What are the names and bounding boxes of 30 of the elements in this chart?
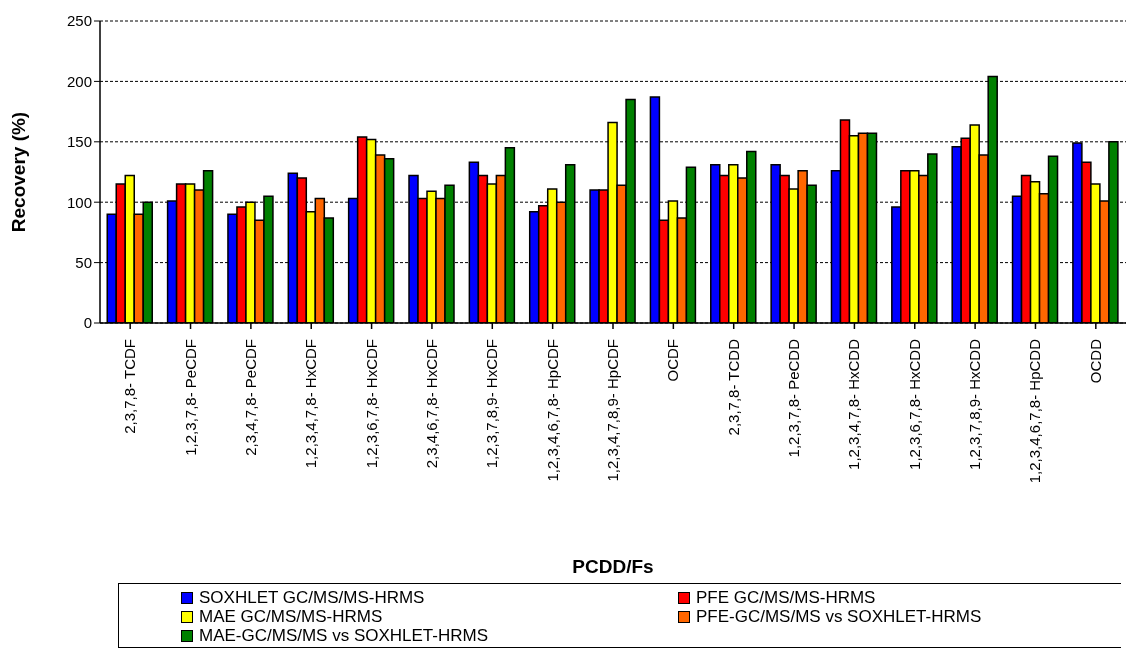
- x-tick-label: OCDD: [1086, 338, 1104, 384]
- x-tick-label: OCDF: [664, 339, 682, 382]
- x-tick-label: 1,2,3,7,8- PeCDD: [785, 338, 803, 458]
- x-tick-label: 2,3,4,6,7,8- HxCDF: [422, 339, 440, 469]
- y-tick-label: 0: [83, 314, 92, 332]
- x-tick-label: 1,2,3,7,8,9- HxCDF: [483, 339, 501, 469]
- x-tick-label: 2,3,7,8- TCDF: [121, 339, 139, 434]
- x-tick-label: 1,2,3,4,7,8- HxCDF: [302, 339, 320, 469]
- legend-label: MAE GC/MS/MS-HRMS: [199, 607, 383, 626]
- y-tick-label: 250: [66, 12, 92, 30]
- x-tick-label: 1,2,3,4,7,8,9- HpCDF: [604, 339, 621, 482]
- x-axis-title: PCDD/Fs: [572, 556, 654, 577]
- y-tick-label: 200: [66, 72, 92, 90]
- legend-label: MAE-GC/MS/MS vs SOXHLET-HRMS: [199, 626, 489, 645]
- x-tick-label: 1,2,3,7,8,9- HxCDD: [966, 338, 984, 470]
- y-tick-label: 150: [66, 133, 92, 151]
- x-tick-label: 1,2,3,7,8- PeCDF: [181, 339, 199, 456]
- x-tick-label: 2,3,7,8- TCDD: [724, 338, 742, 436]
- y-axis-title: Recovery (%): [7, 111, 29, 233]
- x-tick-label: 1,2,3,4,6,7,8- HpCDF: [543, 339, 561, 482]
- x-tick-label: 2,3,4,7,8- PeCDF: [241, 339, 259, 456]
- x-tick-label: 1,2,3,6,7,8- HxCDF: [362, 339, 380, 469]
- legend-label: SOXHLET GC/MS/MS-HRMS: [199, 588, 425, 607]
- x-tick-label: 1,2,3,4,6,7,8- HpCDD: [1026, 338, 1044, 484]
- x-tick-label: 1,2,3,6,7,8- HxCDD: [905, 338, 923, 470]
- legend-label: PFE-GC/MS/MS vs SOXHLET-HRMS: [696, 607, 982, 626]
- x-tick-label: 1,2,3,4,7,8- HxCDD: [845, 338, 863, 470]
- legend-label: PFE GC/MS/MS-HRMS: [696, 588, 876, 607]
- y-tick-label: 100: [66, 193, 92, 211]
- y-tick-label: 50: [75, 253, 92, 271]
